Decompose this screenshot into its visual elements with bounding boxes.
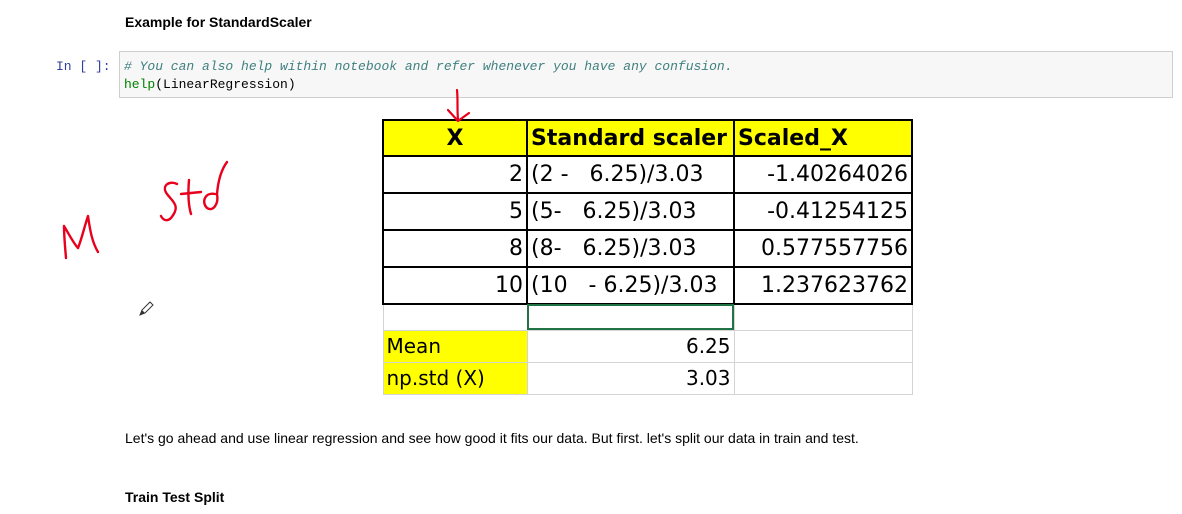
cell-formula: (5- 6.25)/3.03 <box>526 192 735 231</box>
stat-row-mean: Mean 6.25 <box>382 330 914 363</box>
stat-value-std: 3.03 <box>527 362 735 395</box>
table-row: 2 (2 - 6.25)/3.03 -1.40264026 <box>382 155 914 194</box>
red-arrow-annotation <box>446 88 471 123</box>
header-standard-scaler: Standard scaler <box>526 119 735 157</box>
table-row: 8 (8- 6.25)/3.03 0.577557756 <box>382 229 914 268</box>
cell-scaled: 1.237623762 <box>733 266 913 305</box>
pencil-cursor-icon <box>139 301 154 316</box>
cell-x: 10 <box>382 266 528 305</box>
empty-cell[interactable] <box>734 362 913 395</box>
table-row: 10 (10 - 6.25)/3.03 1.237623762 <box>382 266 914 305</box>
handwritten-std-annotation <box>159 160 229 222</box>
header-x: X <box>382 119 528 157</box>
code-args: (LinearRegression) <box>155 77 296 92</box>
cell-x: 2 <box>382 155 528 194</box>
code-cell[interactable]: # You can also help within notebook and … <box>119 51 1173 98</box>
handwritten-mu-annotation <box>62 214 100 260</box>
stat-label-mean: Mean <box>382 330 528 363</box>
cell-scaled: -0.41254125 <box>733 192 913 231</box>
spreadsheet-table: X Standard scaler Scaled_X 2 (2 - 6.25)/… <box>382 119 914 395</box>
cell-scaled: 0.577557756 <box>733 229 913 268</box>
cell-x: 8 <box>382 229 528 268</box>
markdown-paragraph: Let's go ahead and use linear regression… <box>125 430 859 446</box>
stat-row-std: np.std (X) 3.03 <box>382 362 914 395</box>
heading-train-test-split: Train Test Split <box>125 489 225 505</box>
selected-cell[interactable] <box>526 304 735 331</box>
cell-formula: (2 - 6.25)/3.03 <box>526 155 735 194</box>
cell-prompt: In [ ]: <box>56 59 111 74</box>
table-row: 5 (5- 6.25)/3.03 -0.41254125 <box>382 192 914 231</box>
stat-label-std: np.std (X) <box>382 362 528 395</box>
code-line: help(LinearRegression) <box>124 76 1172 94</box>
header-row: X Standard scaler Scaled_X <box>382 119 914 157</box>
empty-cell[interactable] <box>733 304 913 331</box>
cell-x: 5 <box>382 192 528 231</box>
code-function: help <box>124 77 156 92</box>
empty-cell[interactable] <box>734 330 913 363</box>
heading-example-standardscaler: Example for StandardScaler <box>125 14 312 30</box>
stat-value-mean: 6.25 <box>527 330 735 363</box>
code-comment: # You can also help within notebook and … <box>124 59 733 74</box>
blank-row <box>382 304 914 331</box>
header-scaled-x: Scaled_X <box>733 119 913 157</box>
cell-scaled: -1.40264026 <box>733 155 913 194</box>
cell-formula: (10 - 6.25)/3.03 <box>526 266 735 305</box>
empty-cell[interactable] <box>382 304 528 331</box>
cell-formula: (8- 6.25)/3.03 <box>526 229 735 268</box>
